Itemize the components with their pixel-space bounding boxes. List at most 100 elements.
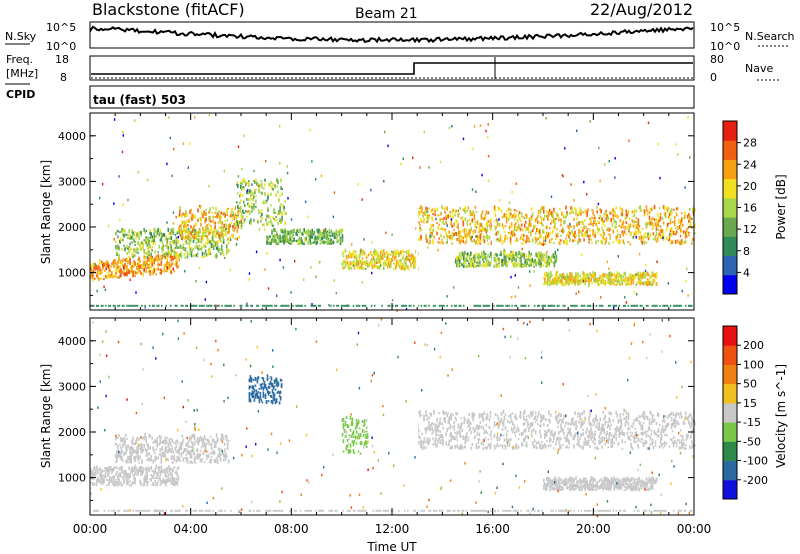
velocity-echo-cell — [93, 473, 95, 478]
power-echo-cell — [153, 268, 155, 273]
velocity-echo-cell — [174, 471, 177, 474]
power-echo-cell — [111, 262, 113, 265]
power-echo-cell — [607, 216, 609, 221]
power-echo-cell — [635, 226, 638, 230]
power-echo-cell — [423, 212, 425, 215]
velocity-echo-cell — [129, 459, 131, 464]
power-echo-cell — [277, 212, 279, 216]
power-echo-cell — [264, 191, 266, 196]
power-noise-point — [169, 136, 171, 140]
power-ground-cell — [654, 304, 657, 307]
power-noise-point — [540, 262, 542, 266]
velocity-echo-cell — [161, 446, 164, 449]
velocity-echo-cell — [177, 450, 180, 453]
power-echo-cell — [125, 272, 127, 276]
power-echo-cell — [574, 235, 576, 239]
power-echo-cell — [387, 259, 389, 264]
power-echo-cell — [570, 279, 572, 284]
power-ground-cell — [573, 304, 575, 307]
power-echo-cell — [583, 225, 585, 230]
power-echo-cell — [511, 257, 513, 262]
power-echo-cell — [188, 232, 190, 235]
power-echo-cell — [211, 230, 213, 233]
power-echo-cell — [508, 211, 511, 216]
power-echo-cell — [504, 250, 506, 255]
power-echo-cell — [194, 235, 196, 239]
power-echo-cell — [180, 226, 182, 231]
power-echo-cell — [480, 229, 483, 232]
power-echo-cell — [153, 258, 155, 262]
power-echo-cell — [545, 226, 547, 229]
power-echo-cell — [345, 254, 348, 257]
power-echo-cell — [330, 242, 333, 245]
power-echo-cell — [615, 206, 618, 210]
power-echo-cell — [197, 247, 200, 251]
power-echo-cell — [646, 234, 649, 237]
power-echo-cell — [91, 264, 93, 268]
power-echo-cell — [302, 242, 304, 246]
power-echo-cell — [629, 273, 632, 278]
velocity-echo-cell — [212, 449, 215, 453]
power-echo-cell — [186, 252, 189, 256]
power-echo-cell — [310, 241, 313, 244]
power-echo-cell — [635, 283, 638, 286]
velocity-echo-cell — [155, 464, 157, 469]
power-echo-cell — [617, 240, 620, 245]
power-echo-cell — [541, 221, 543, 225]
power-echo-cell — [632, 277, 635, 280]
power-echo-cell — [248, 198, 250, 202]
power-echo-cell — [550, 280, 552, 285]
power-echo-cell — [374, 253, 377, 256]
power-noise-point — [408, 258, 410, 261]
power-echo-cell — [548, 262, 551, 266]
power-echo-cell — [508, 214, 511, 219]
power-echo-cell — [315, 237, 318, 241]
velocity-echo-cell — [138, 467, 140, 472]
power-echo-cell — [147, 248, 149, 253]
power-echo-cell — [166, 238, 169, 243]
power-echo-cell — [609, 271, 611, 276]
velocity-echo-cell — [138, 437, 140, 441]
power-echo-cell — [475, 265, 477, 268]
power-echo-cell — [613, 278, 616, 281]
power-echo-cell — [120, 237, 122, 242]
power-echo-cell — [264, 183, 266, 187]
power-echo-cell — [528, 263, 530, 267]
power-echo-cell — [534, 232, 537, 235]
power-echo-cell — [614, 211, 617, 216]
power-echo-cell — [512, 250, 514, 255]
power-echo-cell — [190, 251, 193, 255]
power-echo-cell — [645, 274, 648, 277]
power-echo-cell — [474, 205, 477, 209]
power-echo-cell — [436, 232, 438, 236]
power-echo-cell — [628, 225, 631, 230]
power-echo-cell — [221, 250, 224, 255]
power-noise-point — [115, 263, 118, 267]
power-echo-cell — [644, 276, 647, 279]
power-echo-cell — [222, 241, 225, 244]
power-noise-point — [385, 231, 387, 235]
velocity-echo-cell — [171, 468, 174, 473]
power-echo-cell — [206, 235, 208, 238]
power-echo-cell — [506, 254, 508, 258]
power-ground-cell — [541, 304, 543, 307]
power-echo-cell — [641, 236, 644, 238]
power-echo-cell — [383, 252, 386, 256]
power-echo-cell — [227, 249, 230, 253]
power-echo-cell — [470, 226, 473, 231]
power-echo-cell — [221, 221, 223, 225]
power-echo-cell — [93, 262, 95, 265]
velocity-echo-cell — [145, 454, 147, 457]
power-echo-cell — [209, 241, 212, 244]
power-echo-cell — [314, 240, 317, 243]
power-echo-cell — [527, 258, 529, 262]
power-echo-cell — [372, 250, 375, 253]
power-echo-cell — [100, 271, 102, 275]
power-echo-cell — [658, 217, 661, 220]
velocity-echo-cell — [105, 475, 107, 478]
power-echo-cell — [134, 243, 136, 246]
power-noise-point — [608, 159, 610, 163]
power-echo-cell — [567, 232, 569, 237]
power-echo-cell — [648, 211, 651, 215]
power-echo-cell — [669, 210, 672, 215]
